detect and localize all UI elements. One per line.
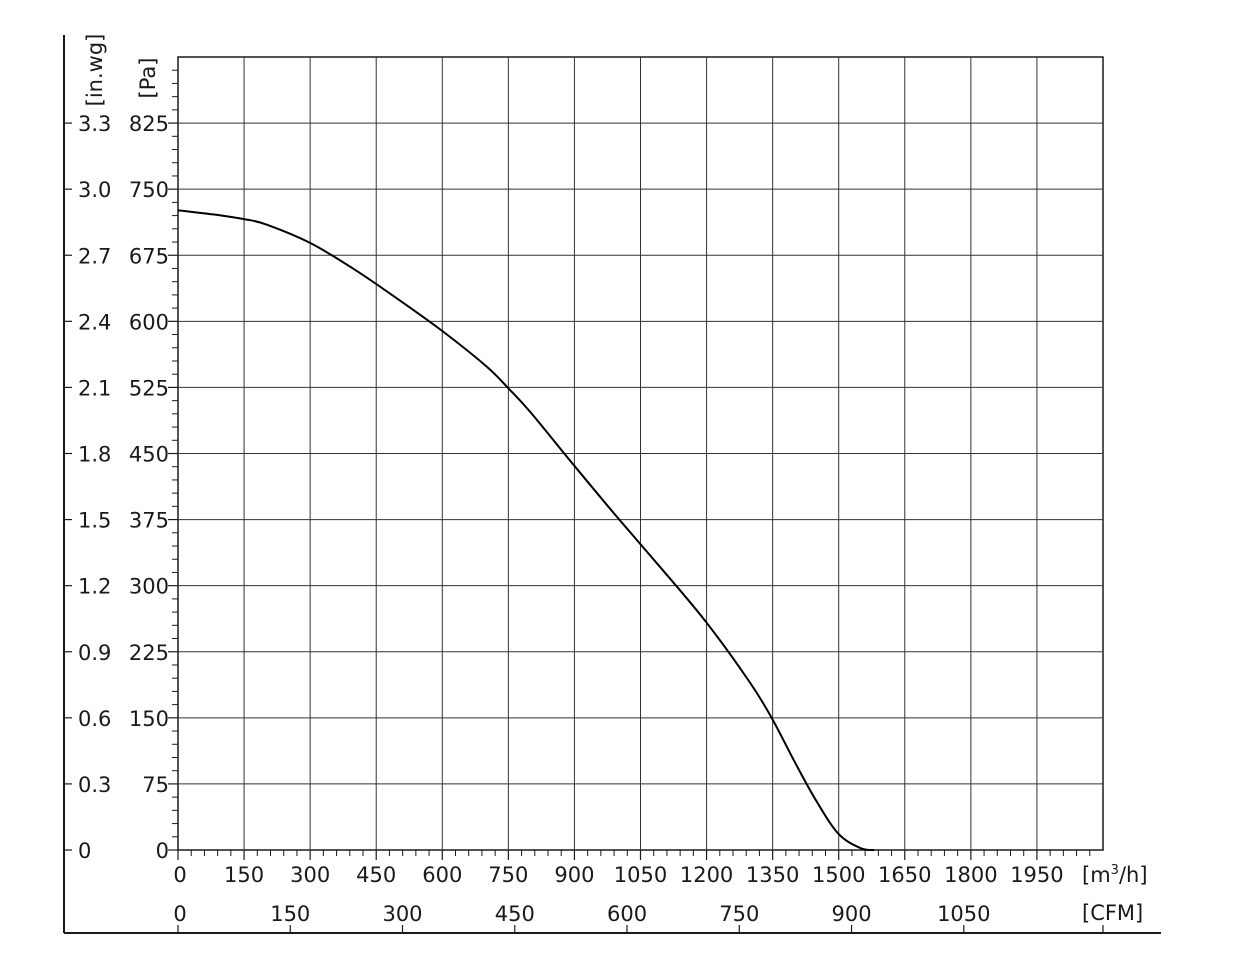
y-primary-tick-label: 450: [129, 443, 169, 467]
y-secondary-tick-label: 1.2: [78, 575, 111, 599]
y-primary-tick-label: 525: [129, 376, 169, 400]
x-primary-unit-tail: /h]: [1119, 863, 1148, 887]
x-secondary-tick-label: 300: [382, 902, 422, 926]
pressure-curve: [177, 209, 875, 852]
axis-ticks: [64, 69, 1104, 933]
x-primary-tick-label: 300: [290, 863, 330, 887]
x-primary-tick-label: 1500: [812, 863, 865, 887]
x-primary-tick-label: 600: [422, 863, 462, 887]
x-primary-tick-label: 1050: [614, 863, 667, 887]
x-primary-tick-label: 150: [224, 863, 264, 887]
x-primary-tick-label: 450: [356, 863, 396, 887]
y-primary-tick-label: 825: [129, 112, 169, 136]
y-primary-tick-label: 0: [156, 839, 169, 863]
x-primary-tick-label: 900: [554, 863, 594, 887]
y-secondary-tick-label: 0.6: [78, 707, 111, 731]
y-secondary-tick-label: 0.9: [78, 641, 111, 665]
y-secondary-tick-label: 1.5: [78, 509, 111, 533]
y-secondary-unit-label: [in.wg]: [83, 34, 107, 107]
y-primary-tick-label: 675: [129, 244, 169, 268]
x-primary-unit-base: [m: [1082, 863, 1111, 887]
pressure-curve-layer: [177, 209, 875, 852]
y-secondary-tick-label: 2.1: [78, 376, 111, 400]
y-secondary-tick-label: 2.4: [78, 310, 111, 334]
y-primary-tick-label: 225: [129, 641, 169, 665]
x-secondary-tick-label: 750: [719, 902, 759, 926]
x-primary-tick-label: 1650: [878, 863, 931, 887]
x-secondary-tick-label: 450: [495, 902, 535, 926]
x-primary-tick-label: 0: [173, 863, 186, 887]
x-primary-unit-label: [m3/h]: [1082, 863, 1148, 887]
x-primary-tick-label: 1200: [680, 863, 733, 887]
axis-tick-labels: 00750.31500.62250.93001.23751.54501.8525…: [78, 112, 1064, 926]
y-primary-unit-label: [Pa]: [136, 58, 160, 99]
y-primary-tick-label: 375: [129, 509, 169, 533]
y-secondary-tick-label: 3.0: [78, 178, 111, 202]
x-primary-tick-label: 1800: [944, 863, 997, 887]
x-secondary-tick-label: 0: [173, 902, 186, 926]
y-secondary-tick-label: 3.3: [78, 112, 111, 136]
x-secondary-tick-label: 600: [607, 902, 647, 926]
grid-lines: [177, 56, 1104, 851]
y-primary-tick-label: 300: [129, 575, 169, 599]
x-secondary-unit-label: [CFM]: [1082, 901, 1143, 925]
x-secondary-tick-label: 1050: [937, 902, 990, 926]
x-primary-tick-label: 750: [488, 863, 528, 887]
y-secondary-tick-label: 0: [78, 839, 91, 863]
y-primary-tick-label: 75: [142, 773, 169, 797]
y-primary-tick-label: 750: [129, 178, 169, 202]
y-secondary-tick-label: 0.3: [78, 773, 111, 797]
y-secondary-tick-label: 2.7: [78, 244, 111, 268]
y-primary-tick-label: 600: [129, 310, 169, 334]
x-primary-tick-label: 1950: [1010, 863, 1063, 887]
x-primary-tick-label: 1350: [746, 863, 799, 887]
y-secondary-tick-label: 1.8: [78, 443, 111, 467]
x-primary-unit-sup: 3: [1111, 863, 1119, 878]
outer-frame: [63, 35, 1161, 934]
x-secondary-tick-label: 150: [270, 902, 310, 926]
x-secondary-tick-label: 900: [831, 902, 871, 926]
y-primary-tick-label: 150: [129, 707, 169, 731]
